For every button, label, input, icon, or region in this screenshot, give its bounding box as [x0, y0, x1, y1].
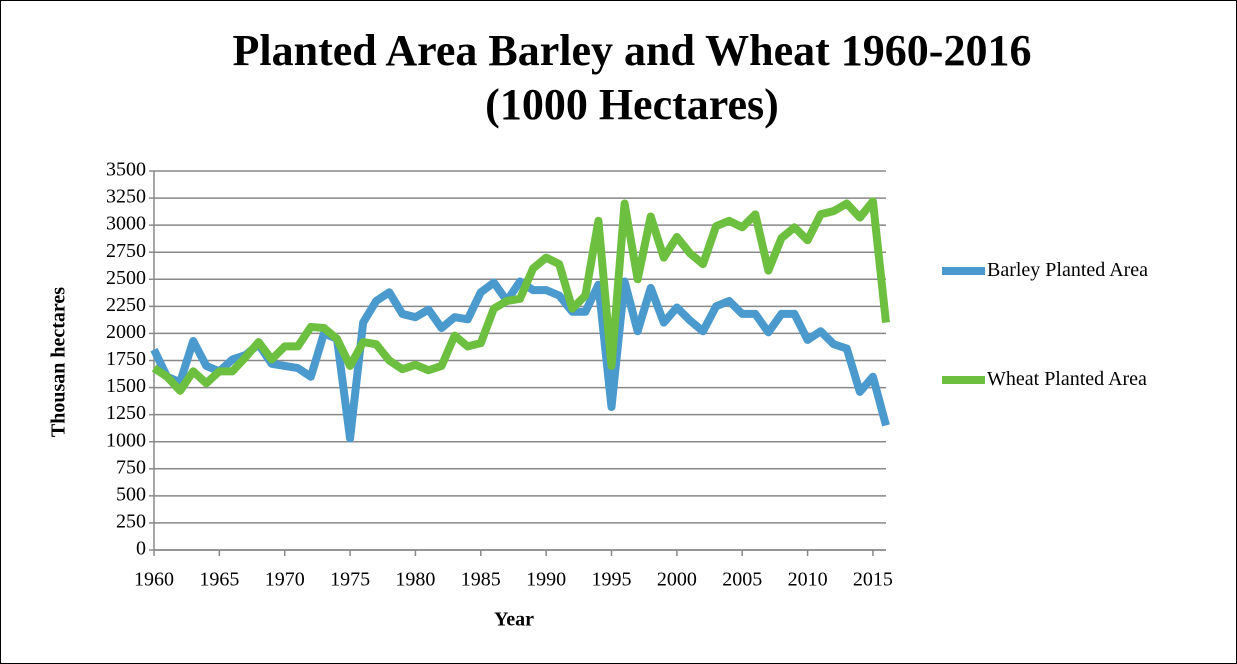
y-tick-label: 3250 — [106, 186, 146, 208]
y-tick-label: 3000 — [106, 213, 146, 235]
y-tick-label: 1000 — [106, 429, 146, 451]
y-tick-label: 1750 — [106, 348, 146, 370]
y-tick-label: 250 — [116, 511, 146, 533]
y-tick-label: 1500 — [106, 375, 146, 397]
x-tick-label: 2015 — [853, 569, 893, 591]
x-tick-label: 1990 — [526, 569, 566, 591]
x-tick-label: 1980 — [395, 569, 435, 591]
y-tick-label: 2500 — [106, 267, 146, 289]
x-tick-label: 2000 — [657, 569, 697, 591]
x-tick-label: 1975 — [330, 569, 370, 591]
y-tick-label: 750 — [116, 456, 146, 478]
chart-title: Planted Area Barley and Wheat 1960-2016 — [233, 26, 1032, 75]
legend-label: Barley Planted Area — [987, 259, 1149, 281]
chart-title: (1000 Hectares) — [485, 80, 779, 129]
y-tick-label: 0 — [136, 538, 146, 560]
x-tick-label: 1965 — [199, 569, 239, 591]
x-tick-label: 1970 — [265, 569, 305, 591]
x-tick-label: 1960 — [134, 569, 174, 591]
legend-label: Wheat Planted Area — [987, 368, 1147, 390]
x-tick-label: 1985 — [461, 569, 501, 591]
y-tick-label: 2000 — [106, 321, 146, 343]
y-tick-label: 1250 — [106, 402, 146, 424]
y-tick-label: 2750 — [106, 240, 146, 262]
y-axis-title: Thousan hectares — [48, 287, 70, 437]
x-tick-label: 2010 — [788, 569, 828, 591]
line-series — [150, 277, 890, 443]
y-tick-label: 2250 — [106, 294, 146, 316]
y-tick-label: 3500 — [106, 159, 146, 181]
x-tick-label: 2005 — [722, 569, 762, 591]
x-axis-title: Year — [494, 609, 534, 631]
y-tick-label: 500 — [116, 483, 146, 505]
x-tick-label: 1995 — [592, 569, 632, 591]
line-series — [151, 197, 890, 395]
